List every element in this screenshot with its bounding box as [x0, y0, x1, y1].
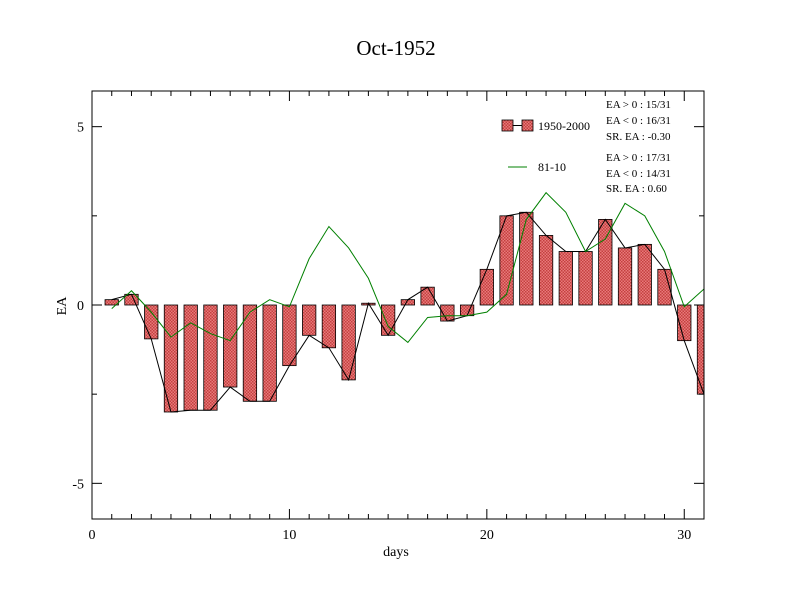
- legend-entry-81-10: 81-10 EA > 0 : 17/31 EA < 0 : 14/31 SR. …: [508, 152, 671, 195]
- stat-sr-ea-1950-2000: SR. EA : -0.30: [606, 131, 671, 143]
- x-axis-label: days: [383, 545, 409, 560]
- axes: 0 10 20 30 5 0 -5: [72, 90, 705, 543]
- legend-label-81-10: 81-10: [538, 160, 566, 174]
- bar-day-28: [637, 243, 652, 306]
- bar-day-3: [144, 304, 159, 340]
- y-axis-label: EA: [55, 296, 70, 316]
- bar-day-11: [302, 304, 317, 336]
- chart-title: Oct-1952: [356, 36, 435, 60]
- bar-day-13: [341, 304, 356, 381]
- bar-day-5: [183, 304, 198, 411]
- bar-day-24: [558, 251, 573, 306]
- stat-ea-negative-81-10: EA < 0 : 14/31: [606, 168, 671, 180]
- y-tick-label: 5: [77, 121, 84, 136]
- legend-entry-1950-2000: 1950-2000 EA > 0 : 15/31 EA < 0 : 16/31 …: [501, 99, 671, 143]
- bar-day-7: [223, 304, 238, 388]
- y-tick-label: -5: [72, 477, 84, 492]
- bar-day-25: [578, 251, 593, 306]
- legend-swatch-bar-right: [521, 119, 534, 132]
- series-line-81-10: [111, 191, 704, 344]
- bar-day-27: [617, 247, 633, 306]
- x-tick-label: 20: [480, 528, 494, 543]
- stat-ea-negative-1950-2000: EA < 0 : 16/31: [606, 115, 671, 127]
- bar-day-12: [321, 304, 337, 349]
- x-tick-label: 0: [89, 528, 96, 543]
- plot-area: [104, 191, 704, 413]
- bar-day-19: [459, 304, 475, 317]
- bar-day-22: [519, 211, 534, 306]
- legend-swatch-bar-left: [501, 119, 514, 132]
- y-tick-label: 0: [77, 299, 84, 314]
- stat-ea-positive-81-10: EA > 0 : 17/31: [606, 152, 671, 164]
- legend: 1950-2000 EA > 0 : 15/31 EA < 0 : 16/31 …: [501, 99, 671, 195]
- x-tick-label: 10: [282, 528, 296, 543]
- bar-day-20: [479, 268, 494, 306]
- bar-day-23: [538, 235, 554, 306]
- bar-day-6: [203, 304, 218, 411]
- series-line-1950-2000: [111, 211, 704, 413]
- x-tick-label: 30: [677, 528, 691, 543]
- legend-label-1950-2000: 1950-2000: [538, 119, 590, 133]
- bar-day-10: [282, 304, 297, 367]
- bar-day-26: [598, 218, 613, 306]
- stat-ea-positive-1950-2000: EA > 0 : 15/31: [606, 99, 671, 111]
- bar-day-9: [262, 304, 277, 402]
- stat-sr-ea-81-10: SR. EA : 0.60: [606, 183, 667, 195]
